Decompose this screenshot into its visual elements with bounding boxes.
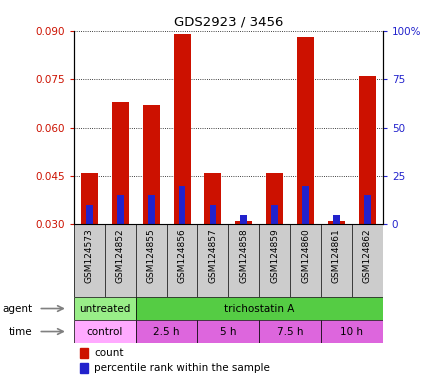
Bar <box>117 195 123 224</box>
Bar <box>178 186 185 224</box>
Text: GSM124861: GSM124861 <box>331 228 340 283</box>
Text: count: count <box>94 348 123 358</box>
Text: agent: agent <box>2 303 32 313</box>
Text: GSM124860: GSM124860 <box>300 228 309 283</box>
Bar <box>135 320 197 343</box>
Bar <box>240 215 247 224</box>
Text: control: control <box>86 326 123 336</box>
Bar <box>209 205 216 224</box>
Bar <box>259 320 320 343</box>
Bar <box>332 215 339 224</box>
Bar <box>320 320 382 343</box>
Bar <box>74 320 135 343</box>
Title: GDS2923 / 3456: GDS2923 / 3456 <box>173 15 283 28</box>
Bar <box>81 173 98 224</box>
Text: GSM124859: GSM124859 <box>270 228 279 283</box>
Bar <box>86 205 92 224</box>
Bar <box>173 34 190 224</box>
Bar <box>80 348 88 358</box>
Bar <box>135 297 382 320</box>
Bar <box>266 173 283 224</box>
Bar <box>142 105 159 224</box>
Bar <box>204 173 221 224</box>
Text: time: time <box>9 326 32 336</box>
Text: GSM124858: GSM124858 <box>239 228 248 283</box>
Bar <box>327 221 344 224</box>
Text: GSM124856: GSM124856 <box>177 228 186 283</box>
Bar <box>363 195 370 224</box>
Text: percentile rank within the sample: percentile rank within the sample <box>94 363 269 373</box>
Bar <box>271 205 277 224</box>
Text: trichostatin A: trichostatin A <box>224 303 294 313</box>
Bar <box>112 102 128 224</box>
Text: 10 h: 10 h <box>340 326 362 336</box>
Text: GSM124573: GSM124573 <box>85 228 94 283</box>
Bar <box>148 195 154 224</box>
Bar <box>197 320 259 343</box>
Bar <box>358 76 375 224</box>
Text: 2.5 h: 2.5 h <box>153 326 179 336</box>
Text: GSM124857: GSM124857 <box>208 228 217 283</box>
Bar <box>235 221 252 224</box>
Text: GSM124852: GSM124852 <box>115 228 125 283</box>
Text: untreated: untreated <box>79 303 130 313</box>
Bar <box>80 363 88 373</box>
Bar <box>302 186 308 224</box>
Text: 5 h: 5 h <box>220 326 236 336</box>
Text: 7.5 h: 7.5 h <box>276 326 302 336</box>
Bar <box>296 37 313 224</box>
Text: GSM124862: GSM124862 <box>362 228 371 283</box>
Text: GSM124855: GSM124855 <box>146 228 155 283</box>
Bar <box>74 297 135 320</box>
